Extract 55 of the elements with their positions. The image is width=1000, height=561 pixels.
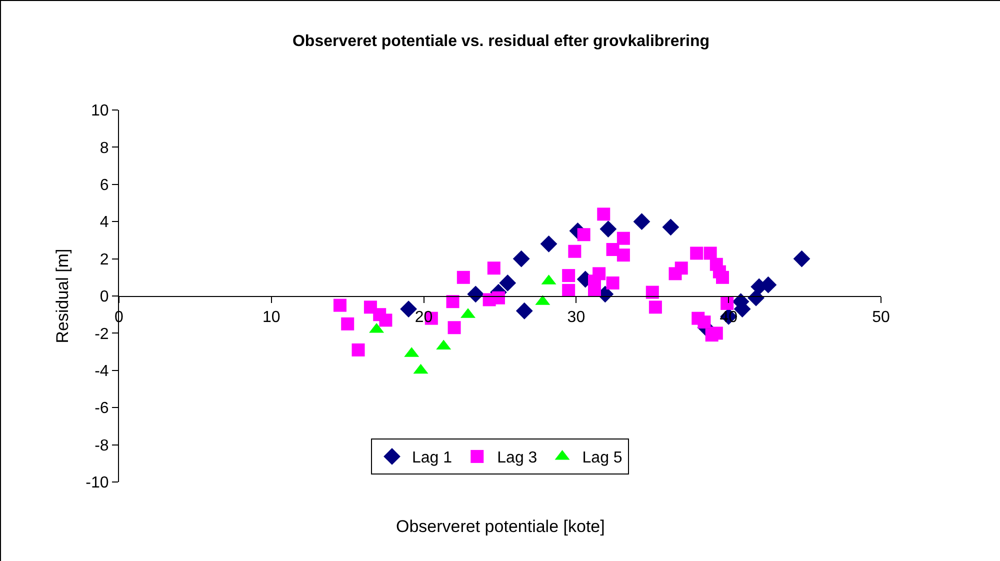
y-tick-label: -6 <box>94 400 109 418</box>
point <box>793 250 810 268</box>
point <box>562 284 576 297</box>
point <box>499 274 516 292</box>
y-tick-label: 0 <box>100 288 109 306</box>
point <box>352 343 365 356</box>
point <box>662 218 680 236</box>
point <box>633 213 650 230</box>
point <box>448 321 461 334</box>
chart-title: Observeret potentiale vs. residual efter grovkalibrering <box>292 32 710 50</box>
point <box>648 300 662 314</box>
point <box>446 295 460 308</box>
point <box>606 276 620 290</box>
point <box>333 298 346 312</box>
y-tick-label: 4 <box>100 214 109 232</box>
point <box>456 270 470 284</box>
point <box>704 246 717 260</box>
point <box>577 228 590 242</box>
y-tick-label: -8 <box>94 437 109 454</box>
y-tick-label: -4 <box>94 363 109 380</box>
point <box>616 248 630 262</box>
y-axis-title: Residual [m] <box>53 248 72 344</box>
point <box>512 250 530 268</box>
legend-label: Lag 5 <box>582 450 622 467</box>
point <box>616 232 630 245</box>
y-tick-label: -10 <box>86 474 109 492</box>
point <box>341 317 354 330</box>
point <box>690 246 704 260</box>
y-tick-label: 10 <box>91 102 109 120</box>
point <box>597 208 610 221</box>
point <box>400 300 418 318</box>
point <box>379 314 392 327</box>
y-tick-label: 8 <box>100 140 109 157</box>
point <box>516 302 533 320</box>
point <box>540 235 558 252</box>
legend-label: Lag 3 <box>497 450 538 467</box>
point <box>716 270 729 284</box>
point <box>698 316 711 329</box>
x-tick-label: 30 <box>567 309 586 326</box>
legend-label: Lag 1 <box>412 450 452 467</box>
point <box>562 269 576 282</box>
point <box>487 262 500 275</box>
point <box>600 220 617 238</box>
point <box>568 244 582 258</box>
point <box>674 262 688 275</box>
y-tick-label: 2 <box>100 251 109 268</box>
x-axis-title: Observeret potentiale [kote] <box>396 517 605 536</box>
x-tick-label: 10 <box>262 309 280 326</box>
x-tick-label: 50 <box>872 309 890 326</box>
y-tick-label: -2 <box>94 326 109 343</box>
point <box>710 326 723 340</box>
point <box>646 286 659 299</box>
point <box>720 296 734 310</box>
point <box>492 291 505 304</box>
y-tick-label: 6 <box>100 177 109 194</box>
